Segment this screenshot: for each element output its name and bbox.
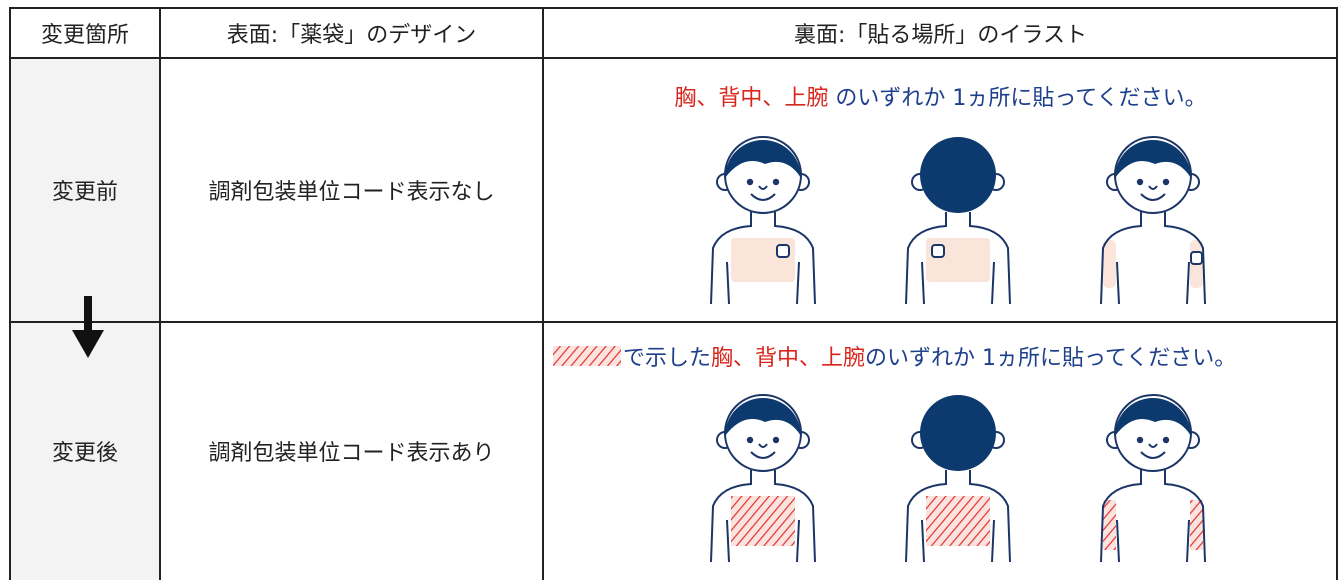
border — [159, 7, 161, 580]
instruction-red: 胸、背中、上腕 — [711, 346, 866, 371]
down-arrow — [72, 296, 104, 358]
border — [10, 57, 1338, 59]
border — [10, 7, 1338, 9]
row-label: 変更後 — [51, 441, 118, 466]
border — [542, 7, 544, 580]
hatch-sample — [553, 346, 621, 366]
header-cell: 裏面:「貼る場所」のイラスト — [543, 8, 1338, 58]
header-cell: 表面:「薬袋」のデザイン — [160, 8, 543, 58]
header-cell: 変更箇所 — [10, 8, 160, 58]
design-text: 調剤包装単位コード表示あり — [208, 441, 495, 466]
instruction-text: で示した — [623, 346, 712, 371]
header-text: 裏面:「貼る場所」のイラスト — [794, 23, 1087, 48]
instruction-red: 胸、背中、上腕 — [674, 86, 829, 111]
instruction: で示した 胸、背中、上腕 のいずれか 1ヵ所に貼ってください。 — [553, 340, 1236, 372]
design-cell: 調剤包装単位コード表示なし — [160, 58, 543, 322]
instruction: 胸、背中、上腕 のいずれか 1ヵ所に貼ってください。 — [543, 80, 1338, 112]
border — [10, 321, 1338, 323]
design-text: 調剤包装単位コード表示なし — [208, 180, 495, 205]
border — [9, 7, 11, 580]
header-text: 変更箇所 — [40, 23, 129, 48]
instruction-text: のいずれか 1ヵ所に貼ってください。 — [828, 86, 1207, 111]
row-label-cell: 変更前 — [10, 58, 160, 322]
illustration — [710, 136, 1206, 305]
row-label: 変更前 — [51, 180, 118, 205]
instruction-text: のいずれか 1ヵ所に貼ってください。 — [865, 346, 1237, 371]
header-text: 表面:「薬袋」のデザイン — [226, 23, 477, 48]
row-label-cell: 変更後 — [10, 322, 160, 580]
border — [1336, 7, 1338, 580]
illustration — [710, 394, 1206, 563]
design-cell: 調剤包装単位コード表示あり — [160, 322, 543, 580]
